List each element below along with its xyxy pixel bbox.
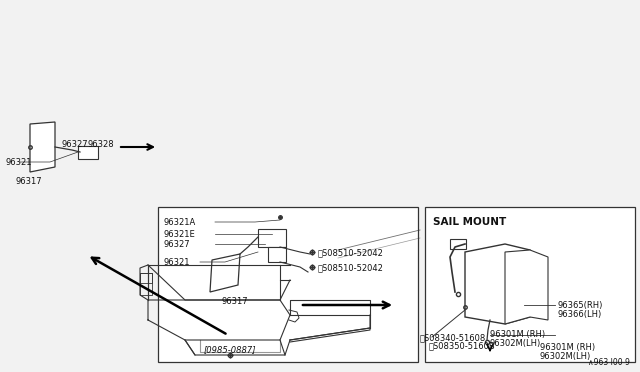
Text: ⓈS08340-51608: ⓈS08340-51608 bbox=[420, 333, 486, 342]
Bar bbox=[140, 273, 152, 283]
Bar bbox=[450, 239, 466, 249]
Text: 96327: 96327 bbox=[62, 140, 88, 149]
Text: 96321A: 96321A bbox=[163, 218, 195, 227]
Text: 96301M (RH): 96301M (RH) bbox=[540, 343, 595, 352]
Text: ∧963 I00 9: ∧963 I00 9 bbox=[588, 358, 630, 367]
Bar bbox=[258, 229, 286, 247]
Bar bbox=[78, 146, 98, 159]
Polygon shape bbox=[475, 291, 524, 322]
Text: 96321: 96321 bbox=[5, 158, 31, 167]
Text: 96317: 96317 bbox=[15, 177, 42, 186]
Bar bbox=[158, 207, 418, 362]
Text: 96302M(LH): 96302M(LH) bbox=[490, 339, 541, 348]
Bar bbox=[268, 247, 286, 262]
Text: ⓈS08510-52042: ⓈS08510-52042 bbox=[318, 248, 384, 257]
Text: 96328: 96328 bbox=[88, 140, 115, 149]
Text: 96301M (RH): 96301M (RH) bbox=[490, 330, 545, 339]
Text: 96365(RH): 96365(RH) bbox=[557, 301, 602, 310]
Text: ⓈS08350-5160B: ⓈS08350-5160B bbox=[429, 341, 496, 350]
Bar bbox=[425, 207, 635, 362]
Text: 96327: 96327 bbox=[163, 240, 189, 249]
Text: 96321: 96321 bbox=[163, 258, 189, 267]
Polygon shape bbox=[210, 254, 240, 292]
Bar bbox=[140, 273, 152, 295]
Polygon shape bbox=[505, 250, 548, 324]
Text: 96366(LH): 96366(LH) bbox=[557, 310, 601, 319]
Text: [0985-0887]: [0985-0887] bbox=[204, 345, 256, 354]
Polygon shape bbox=[30, 122, 55, 172]
Text: 96302M(LH): 96302M(LH) bbox=[540, 352, 591, 361]
Polygon shape bbox=[465, 244, 530, 324]
Polygon shape bbox=[500, 288, 537, 322]
Text: 96321E: 96321E bbox=[163, 230, 195, 239]
Text: ⓈS08510-52042: ⓈS08510-52042 bbox=[318, 263, 384, 272]
Text: SAIL MOUNT: SAIL MOUNT bbox=[433, 217, 506, 227]
Text: 96317: 96317 bbox=[222, 297, 248, 306]
